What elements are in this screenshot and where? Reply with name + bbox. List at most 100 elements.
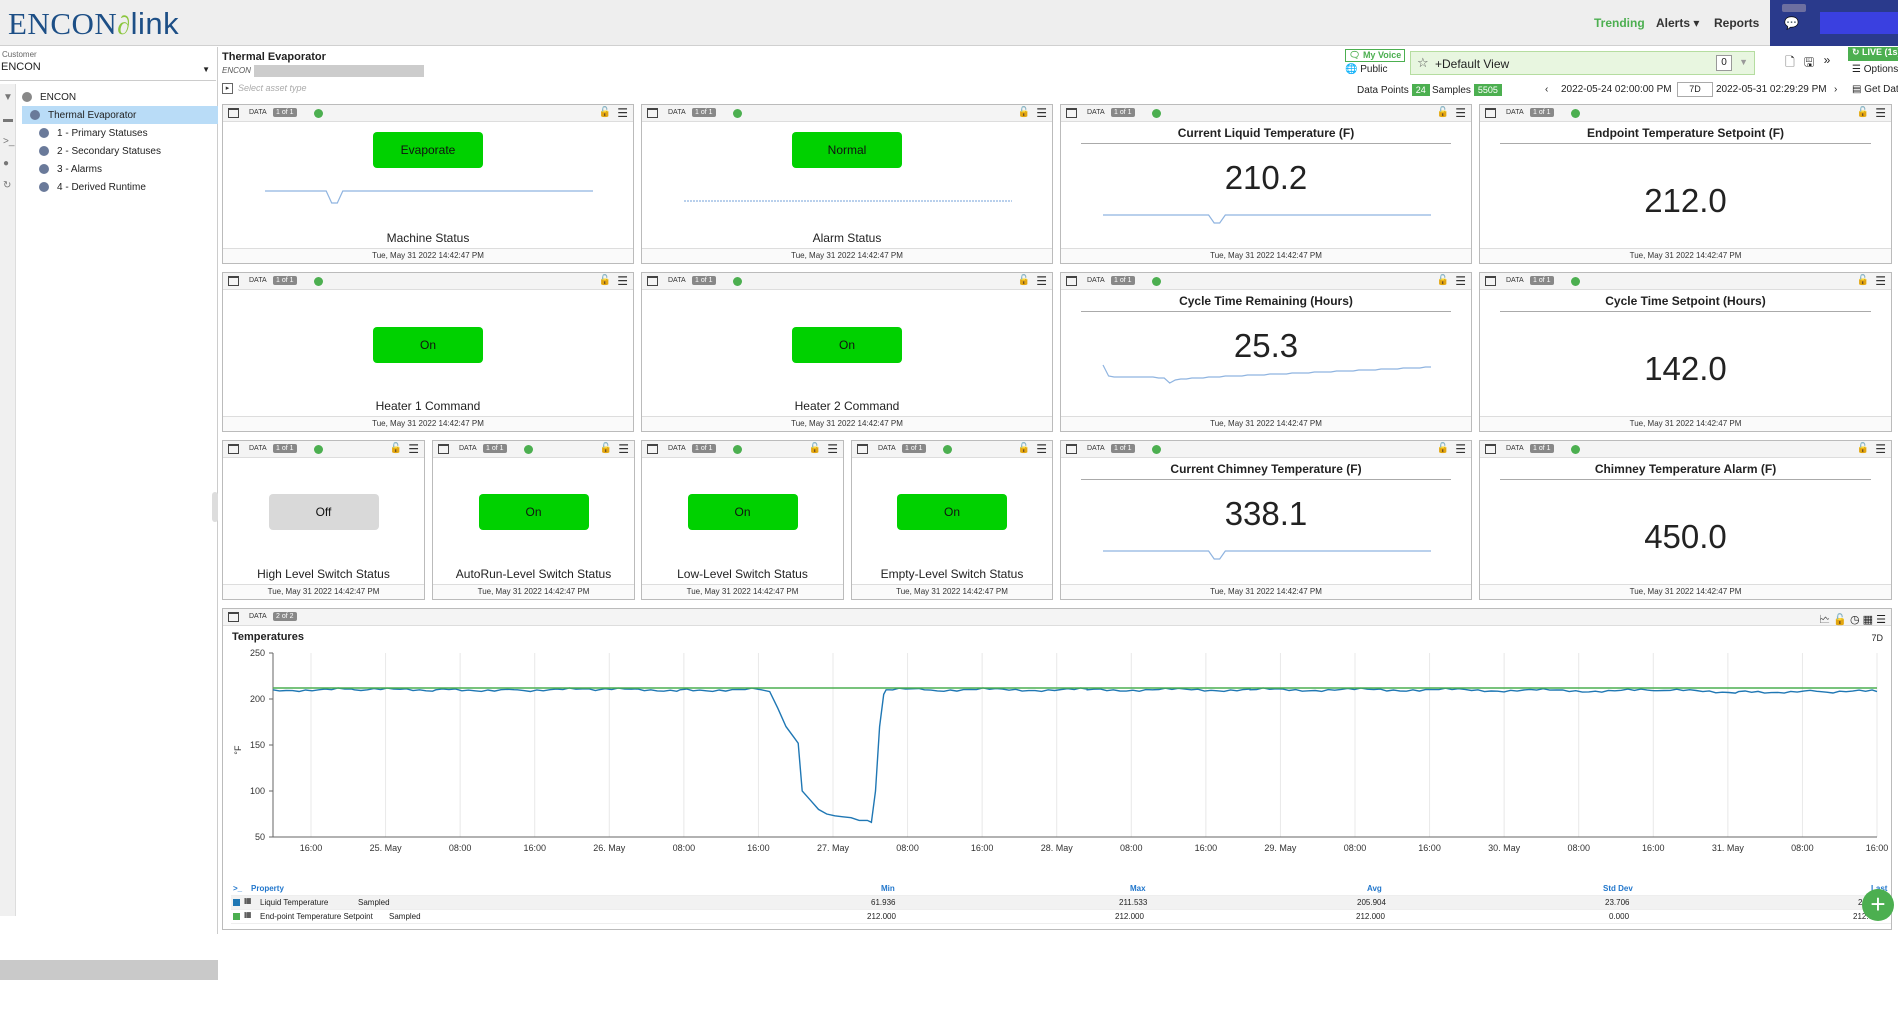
menu-icon[interactable]: ☰ (1455, 106, 1466, 120)
lock-icon[interactable]: 🔓 (1833, 614, 1847, 626)
lock-icon[interactable]: 🔓 (1856, 275, 1869, 286)
menu-icon[interactable]: ☰ (1875, 106, 1886, 120)
menu-icon[interactable]: ☰ (408, 442, 419, 456)
legend-row[interactable]: ▦ Liquid Temperature Sampled 61.936 211.… (231, 896, 1891, 910)
panel-resize-handle[interactable] (212, 492, 218, 522)
tree-item-alarms[interactable]: 3 - Alarms (22, 160, 218, 178)
window-icon[interactable] (647, 444, 658, 454)
add-widget-button[interactable]: + (1862, 889, 1894, 921)
col-max[interactable]: Max (1130, 884, 1146, 893)
page-badge[interactable]: 1 of 1 (692, 444, 716, 453)
tree-item-secondary-statuses[interactable]: 2 - Secondary Statuses (22, 142, 218, 160)
menu-icon[interactable]: ☰ (1036, 274, 1047, 288)
window-icon[interactable] (228, 444, 239, 454)
window-icon[interactable] (228, 276, 239, 286)
filter-icon[interactable]: ▼ (3, 92, 13, 103)
circle-icon[interactable]: ● (3, 158, 10, 169)
window-icon[interactable] (438, 444, 449, 454)
window-icon[interactable] (1485, 276, 1496, 286)
page-badge[interactable]: 2 of 2 (273, 612, 297, 621)
page-badge[interactable]: 1 of 1 (1530, 276, 1554, 285)
lock-icon[interactable]: 🔓 (389, 443, 402, 454)
page-badge[interactable]: 1 of 1 (1530, 444, 1554, 453)
menu-icon[interactable]: ☰ (1455, 442, 1466, 456)
page-badge[interactable]: 1 of 1 (1111, 108, 1135, 117)
menu-icon[interactable]: ☰ (618, 442, 629, 456)
lock-icon[interactable]: 🔓 (1856, 443, 1869, 454)
lock-icon[interactable]: 🔓 (599, 443, 612, 454)
menu-icon[interactable]: ☰ (1036, 106, 1047, 120)
page-badge[interactable]: 1 of 1 (483, 444, 507, 453)
window-icon[interactable] (228, 612, 239, 622)
chart-range-label[interactable]: 7D (1871, 633, 1883, 643)
menu-icon[interactable]: ☰ (617, 106, 628, 120)
page-badge[interactable]: 1 of 1 (1530, 108, 1554, 117)
user-menu[interactable]: 💬 (1770, 0, 1898, 46)
window-icon[interactable] (228, 108, 239, 118)
page-badge[interactable]: 1 of 1 (692, 108, 716, 117)
window-icon[interactable] (857, 444, 868, 454)
lock-icon[interactable]: 🔓 (1017, 443, 1030, 454)
get-data-button[interactable]: ▤ Get Data (1852, 84, 1898, 95)
menu-icon[interactable]: ☰ (827, 442, 838, 456)
chat-icon[interactable]: 💬 (1784, 16, 1799, 30)
lock-icon[interactable]: 🔓 (1436, 275, 1449, 286)
window-icon[interactable] (1485, 444, 1496, 454)
tree-item-encon[interactable]: ENCON (22, 88, 218, 106)
lock-icon[interactable]: 🔓 (1017, 107, 1030, 118)
live-toggle[interactable]: ↻ LIVE (1s) (1848, 47, 1898, 61)
window-icon[interactable] (647, 108, 658, 118)
my-voice-toggle[interactable]: 🗨 My Voice (1345, 49, 1406, 62)
terminal-icon[interactable]: >_ (3, 136, 15, 147)
col-min[interactable]: Min (881, 884, 895, 893)
clock-icon[interactable]: ◷ (1849, 614, 1860, 626)
terminal-icon[interactable]: >_ (233, 884, 243, 893)
legend-row[interactable]: ▦ End-point Temperature Setpoint Sampled… (231, 910, 1891, 924)
temperature-chart[interactable]: 16:00 25. May 08:00 16:00 26. May 08:00 16:00 2… (223, 645, 1891, 875)
table-icon[interactable]: ▦ (244, 896, 252, 905)
next-range-button[interactable]: › (1834, 84, 1838, 95)
lock-icon[interactable]: 🔓 (598, 107, 611, 118)
tree-item-derived-runtime[interactable]: 4 - Derived Runtime (22, 178, 218, 196)
col-property[interactable]: Property (251, 884, 284, 893)
lock-icon[interactable]: 🔓 (1856, 107, 1869, 118)
window-icon[interactable] (647, 276, 658, 286)
public-toggle[interactable]: 🌐 Public (1345, 64, 1387, 75)
page-badge[interactable]: 1 of 1 (273, 276, 297, 285)
menu-icon[interactable]: ☰ (1455, 274, 1466, 288)
expand-icon[interactable]: ▸ (222, 83, 233, 95)
lock-icon[interactable]: 🔓 (598, 275, 611, 286)
star-icon[interactable]: ☆ (1417, 55, 1429, 70)
nav-reports[interactable]: Reports (1714, 16, 1760, 30)
prev-range-button[interactable]: ‹ (1545, 84, 1549, 95)
menu-icon[interactable]: ☰ (1036, 442, 1047, 456)
range-span-select[interactable]: 7D (1677, 82, 1713, 97)
menu-icon[interactable]: ☰ (1876, 614, 1886, 626)
window-icon[interactable] (1066, 444, 1077, 454)
page-badge[interactable]: 1 of 1 (273, 444, 297, 453)
asset-type-select[interactable]: ▸ Select asset type (222, 83, 307, 95)
table-icon[interactable]: ▦ (1862, 614, 1874, 626)
nav-alerts[interactable]: Alerts ▾ (1656, 16, 1700, 30)
page-badge[interactable]: 1 of 1 (692, 276, 716, 285)
collapse-icon[interactable] (30, 110, 40, 120)
menu-icon[interactable]: ☰ (1875, 274, 1886, 288)
table-icon[interactable]: ▦ (244, 910, 252, 919)
tree-item-primary-statuses[interactable]: 1 - Primary Statuses (22, 124, 218, 142)
menu-icon[interactable]: ☰ (617, 274, 628, 288)
window-icon[interactable] (1485, 108, 1496, 118)
page-badge[interactable]: 1 of 1 (1111, 444, 1135, 453)
window-icon[interactable] (1066, 108, 1077, 118)
nav-trending[interactable]: Trending (1594, 16, 1645, 30)
view-selector[interactable]: ☆ +Default View 0 ▼ (1410, 51, 1755, 75)
more-icon[interactable]: » (1823, 53, 1831, 67)
chart-icon[interactable]: 🗠 (1819, 614, 1831, 626)
lock-icon[interactable]: 🔓 (1017, 275, 1030, 286)
encon-link-logo[interactable]: ENCON∂link (8, 6, 179, 42)
col-avg[interactable]: Avg (1367, 884, 1382, 893)
range-end[interactable]: 2022-05-31 02:29:29 PM (1716, 84, 1827, 95)
list-icon[interactable]: ▬ (3, 114, 13, 125)
col-last[interactable]: Last (1871, 884, 1887, 893)
options-menu[interactable]: ☰ Options (1852, 64, 1898, 75)
menu-icon[interactable]: ☰ (1875, 442, 1886, 456)
